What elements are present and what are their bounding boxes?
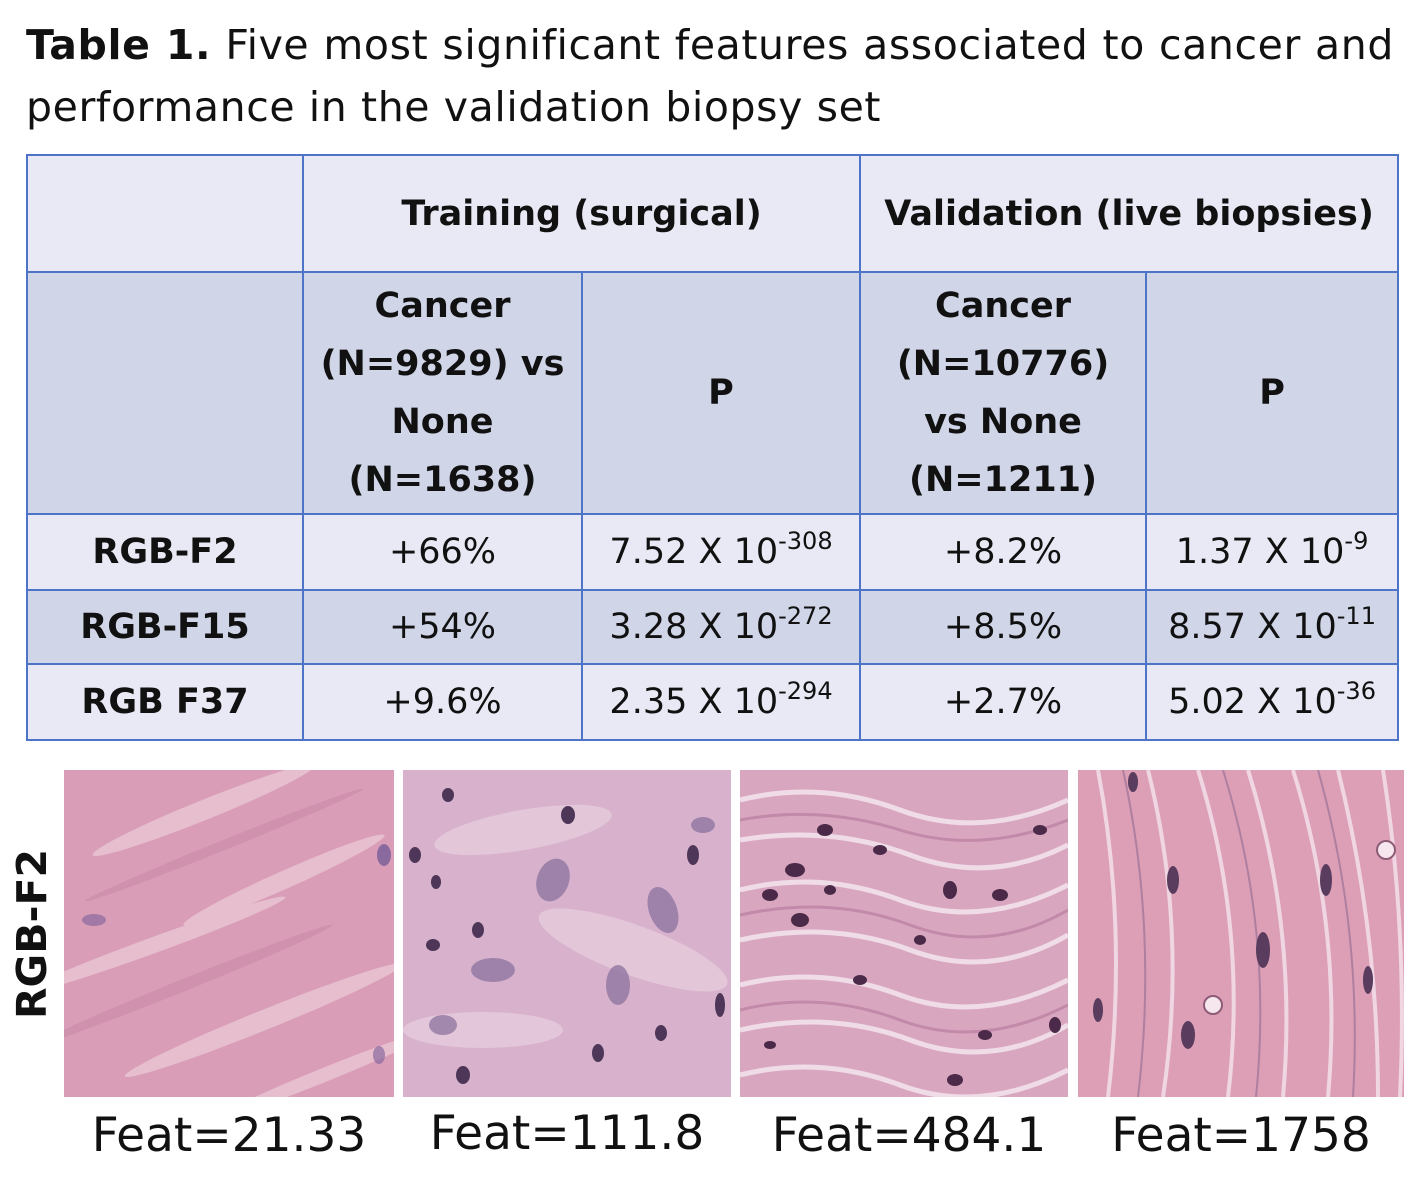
val-change-cell: +2.7% xyxy=(859,663,1148,741)
caption-text: Five most significant features associate… xyxy=(26,21,1394,131)
p-base: 8.57 X 10 xyxy=(1168,607,1337,647)
training-p-header: P xyxy=(580,271,862,515)
validation-p-header: P xyxy=(1145,271,1400,515)
empty-sub-corner-cell xyxy=(26,271,304,515)
feature-name-cell: RGB F37 xyxy=(26,663,304,741)
train-p-cell: 3.28 X 10-272 xyxy=(580,589,862,665)
histology-image-2-graphic xyxy=(403,770,731,1097)
p-exponent: -36 xyxy=(1336,677,1376,705)
histology-image-1-graphic xyxy=(64,770,394,1097)
train-change-cell: +9.6% xyxy=(302,663,583,741)
p-base: 3.28 X 10 xyxy=(609,607,779,647)
histology-image-1 xyxy=(64,770,394,1097)
p-base: 1.37 X 10 xyxy=(1175,532,1345,572)
val-p-cell: 5.02 X 10-36 xyxy=(1145,663,1400,741)
table-row: RGB F37 +9.6% 2.35 X 10-294 +2.7% 5.02 X… xyxy=(26,663,1400,741)
tile-feature-label-1: Feat=21.33 xyxy=(91,1108,367,1163)
p-exponent: -308 xyxy=(778,527,833,555)
header-line: (N=1211) xyxy=(909,460,1098,500)
header-line: (N=1638) xyxy=(348,460,537,500)
feature-name-cell: RGB-F15 xyxy=(26,589,304,665)
table-caption: Table 1. Five most significant features … xyxy=(26,14,1394,138)
tile-feature-label-3: Feat=484.1 xyxy=(771,1108,1047,1163)
p-exponent: -272 xyxy=(778,602,833,630)
table-row: RGB-F15 +54% 3.28 X 10-272 +8.5% 8.57 X … xyxy=(26,589,1400,665)
figure-row-label: RGB-F2 xyxy=(8,836,56,1032)
header-line: Cancer xyxy=(374,286,511,326)
header-line: vs None xyxy=(924,402,1082,442)
val-p-cell: 8.57 X 10-11 xyxy=(1145,589,1400,665)
p-base: 5.02 X 10 xyxy=(1168,682,1337,722)
training-comparison-header: Cancer (N=9829) vs None (N=1638) xyxy=(302,271,583,515)
train-change-cell: +66% xyxy=(302,513,583,591)
p-exponent: -9 xyxy=(1344,527,1369,555)
tile-feature-label-2: Feat=111.8 xyxy=(429,1106,705,1161)
val-change-cell: +8.5% xyxy=(859,589,1148,665)
header-line: None xyxy=(391,402,494,442)
group-header-row: Training (surgical) Validation (live bio… xyxy=(26,154,1400,273)
val-p-cell: 1.37 X 10-9 xyxy=(1145,513,1400,591)
results-table: Training (surgical) Validation (live bio… xyxy=(26,154,1400,741)
p-base: 2.35 X 10 xyxy=(609,682,779,722)
histology-image-4 xyxy=(1078,770,1404,1097)
histology-image-3-graphic xyxy=(740,770,1068,1097)
header-line: (N=9829) vs xyxy=(320,344,565,384)
train-p-cell: 2.35 X 10-294 xyxy=(580,663,862,741)
val-change-cell: +8.2% xyxy=(859,513,1148,591)
feature-name-cell: RGB-F2 xyxy=(26,513,304,591)
header-line: Cancer xyxy=(935,286,1071,326)
validation-group-header: Validation (live biopsies) xyxy=(859,154,1400,273)
train-change-cell: +54% xyxy=(302,589,583,665)
row-label-text: RGB-F2 xyxy=(8,848,56,1020)
table-row: RGB-F2 +66% 7.52 X 10-308 +8.2% 1.37 X 1… xyxy=(26,513,1400,591)
validation-comparison-header: Cancer (N=10776) vs None (N=1211) xyxy=(859,271,1148,515)
empty-corner-cell xyxy=(26,154,304,273)
sub-header-row: Cancer (N=9829) vs None (N=1638) P Cance… xyxy=(26,271,1400,515)
caption-label: Table 1. xyxy=(26,21,212,69)
histology-image-2 xyxy=(403,770,731,1097)
header-line: (N=10776) xyxy=(896,344,1110,384)
p-base: 7.52 X 10 xyxy=(609,532,779,572)
tile-feature-label-4: Feat=1758 xyxy=(1111,1108,1371,1163)
histology-image-3 xyxy=(740,770,1068,1097)
train-p-cell: 7.52 X 10-308 xyxy=(580,513,862,591)
p-exponent: -294 xyxy=(778,677,833,705)
training-group-header: Training (surgical) xyxy=(301,154,862,273)
p-exponent: -11 xyxy=(1336,602,1376,630)
histology-image-4-graphic xyxy=(1078,770,1404,1097)
